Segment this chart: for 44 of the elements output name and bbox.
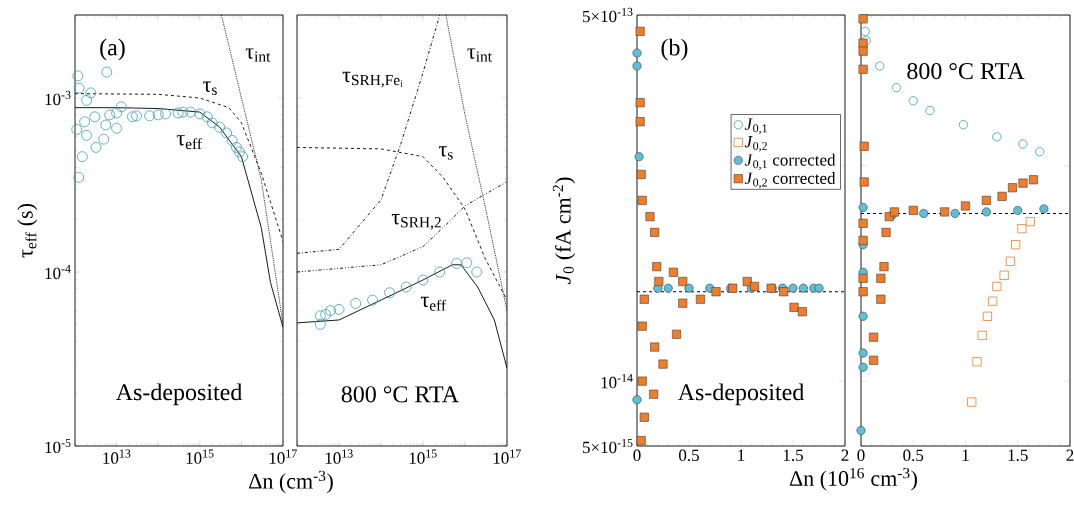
x-tick-label: 0.5 (679, 449, 699, 462)
x-tick-label: 0 (857, 449, 865, 462)
x-tick-label: 10$^{17}$ (269, 449, 297, 464)
x-tick-label: 10$^{13}$ (325, 449, 353, 464)
y-tick-label: 10$^{-14}$ (601, 374, 633, 389)
x-tick-label: 10$^{15}$ (409, 449, 437, 464)
y-axis-title: τ$_{eff}$ (s) (17, 204, 38, 258)
y-tick-label: 5×10$^{-13}$ (583, 7, 633, 23)
annotation: τ$_{int}$ (245, 48, 271, 62)
x-tick-label: 1.5 (783, 449, 803, 462)
annotation: 800 °C RTA (907, 62, 1025, 80)
x-tick-label: 10$^{17}$ (493, 449, 521, 464)
y-tick-label: 10$^{-3}$ (45, 90, 71, 106)
x-tick-label: 1 (962, 449, 969, 461)
y-tick-label: 10$^{-4}$ (45, 264, 71, 280)
x-tick-label: 1.5 (1008, 449, 1028, 462)
legend-label: J$_{0,2}$ corrected (744, 172, 836, 189)
annotation: τ$_{SRH,Feᵢ}$ (342, 71, 403, 88)
annotation: τ$_{eff}$ (176, 135, 202, 150)
y-axis-title: J$_{0}$ (fA cm$^{-2}$) (552, 177, 576, 285)
x-tick-label: 10$^{13}$ (103, 449, 131, 464)
annotation: (b) (661, 38, 688, 61)
annotation: 800 °C RTA (341, 386, 459, 403)
annotation: τ$_{int}$ (467, 48, 492, 62)
x-tick-label: 1 (738, 449, 745, 461)
legend-label: J$_{0,1}$ corrected (744, 153, 836, 170)
legend-label: J$_{0,2}$ (744, 136, 767, 152)
annotation: τ$_{s}$ (203, 81, 217, 95)
y-tick-label: 5×10$^{-15}$ (583, 438, 633, 454)
x-tick-label: 2 (841, 449, 849, 461)
x-axis-title: Δn (10$^{16}$ cm$^{-3}$) (789, 467, 917, 491)
y-tick-label: 10$^{-5}$ (45, 438, 71, 454)
x-tick-label: 10$^{15}$ (186, 449, 214, 464)
x-tick-label: 2 (1066, 449, 1074, 461)
annotation: τ$_{eff}$ (420, 296, 447, 311)
x-tick-label: 0 (633, 449, 641, 462)
annotation: τ$_{s}$ (438, 146, 453, 160)
x-axis-title: Δn (cm$^{-3}$) (249, 470, 333, 494)
annotation: As-deposited (677, 383, 805, 406)
annotation: (a) (100, 38, 125, 61)
x-tick-label: 0.5 (903, 449, 924, 462)
legend-label: J$_{0,1}$ (744, 118, 767, 135)
annotation: τ$_{SRH,2}$ (391, 214, 441, 230)
annotation: As-deposited (115, 383, 243, 406)
